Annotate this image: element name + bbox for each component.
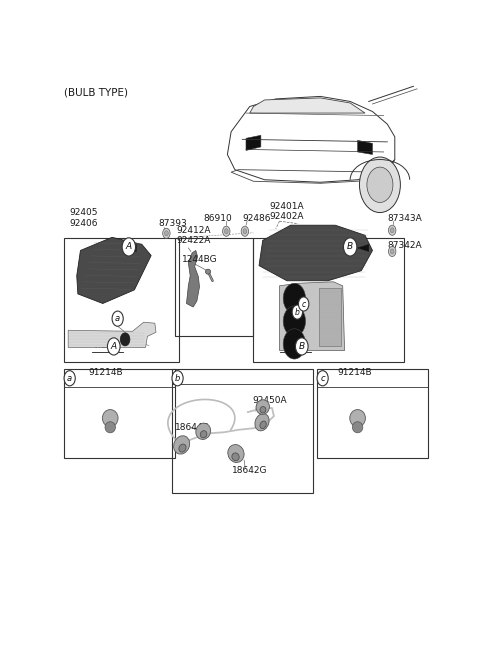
Circle shape <box>317 371 328 386</box>
Circle shape <box>122 238 135 256</box>
Polygon shape <box>77 237 151 304</box>
FancyBboxPatch shape <box>319 289 341 346</box>
Text: a: a <box>67 374 72 382</box>
Text: b: b <box>295 308 300 317</box>
Polygon shape <box>186 251 200 307</box>
Text: 92412A
92422A: 92412A 92422A <box>176 226 211 245</box>
Circle shape <box>225 229 228 234</box>
Circle shape <box>283 283 306 314</box>
Text: b: b <box>175 374 180 382</box>
Text: c: c <box>320 374 325 382</box>
Circle shape <box>390 228 394 233</box>
Circle shape <box>163 228 170 238</box>
Circle shape <box>223 226 230 236</box>
Text: 1244BG: 1244BG <box>181 255 217 264</box>
Text: A: A <box>126 243 132 251</box>
Text: A: A <box>111 342 117 351</box>
Circle shape <box>108 338 120 355</box>
Circle shape <box>367 167 393 203</box>
Text: B: B <box>299 342 305 351</box>
Polygon shape <box>125 245 136 251</box>
Ellipse shape <box>102 409 118 427</box>
Text: 18642G: 18642G <box>232 466 268 475</box>
Text: 92450A: 92450A <box>252 396 288 405</box>
Polygon shape <box>259 225 372 281</box>
Circle shape <box>360 157 400 213</box>
Text: VIEW: VIEW <box>93 341 116 350</box>
Text: c: c <box>301 300 306 308</box>
Text: B: B <box>347 243 353 251</box>
Circle shape <box>120 333 130 346</box>
Ellipse shape <box>260 407 266 413</box>
Ellipse shape <box>260 421 266 428</box>
Text: 87343A: 87343A <box>387 214 422 222</box>
Circle shape <box>388 247 396 256</box>
Text: VIEW: VIEW <box>280 341 304 350</box>
Text: 91214B: 91214B <box>337 368 372 377</box>
Circle shape <box>344 238 357 256</box>
Ellipse shape <box>228 445 244 462</box>
Circle shape <box>299 297 309 311</box>
Circle shape <box>243 229 247 234</box>
Ellipse shape <box>179 444 186 452</box>
Circle shape <box>172 371 183 386</box>
Polygon shape <box>68 322 156 348</box>
Text: 92486: 92486 <box>242 214 271 222</box>
Polygon shape <box>358 140 372 155</box>
Ellipse shape <box>205 269 211 274</box>
Circle shape <box>292 305 302 319</box>
Text: 87342A: 87342A <box>387 241 422 250</box>
Polygon shape <box>250 98 365 113</box>
Circle shape <box>112 311 123 326</box>
Text: 92401A
92402A: 92401A 92402A <box>269 202 304 221</box>
Polygon shape <box>279 282 345 350</box>
Circle shape <box>283 329 306 359</box>
Ellipse shape <box>232 453 239 461</box>
Text: a: a <box>115 314 120 323</box>
Ellipse shape <box>352 422 363 433</box>
Circle shape <box>241 226 249 236</box>
Ellipse shape <box>350 409 365 427</box>
Text: 86910: 86910 <box>204 214 232 222</box>
Circle shape <box>390 249 394 254</box>
Ellipse shape <box>105 422 115 433</box>
Ellipse shape <box>200 431 207 438</box>
Ellipse shape <box>174 436 190 454</box>
Ellipse shape <box>256 400 269 415</box>
Text: (BULB TYPE): (BULB TYPE) <box>64 88 128 98</box>
Text: 92405
92406: 92405 92406 <box>69 209 98 228</box>
Polygon shape <box>246 135 261 150</box>
Circle shape <box>64 371 75 386</box>
Ellipse shape <box>255 413 269 431</box>
Polygon shape <box>358 245 369 251</box>
Text: 18644E: 18644E <box>175 422 209 432</box>
Circle shape <box>295 338 308 355</box>
Text: 87393: 87393 <box>158 218 187 228</box>
Circle shape <box>283 306 306 337</box>
Circle shape <box>165 231 168 236</box>
Text: 91214B: 91214B <box>88 368 122 377</box>
Ellipse shape <box>196 423 211 440</box>
Circle shape <box>388 225 396 236</box>
